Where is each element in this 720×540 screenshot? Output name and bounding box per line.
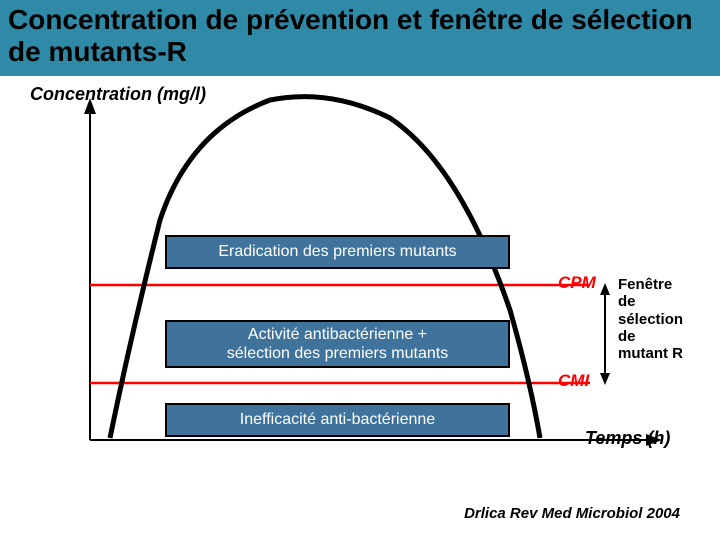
citation: Drlica Rev Med Microbiol 2004 bbox=[464, 505, 680, 522]
zone-ineffective: Inefficacité anti-bactérienne bbox=[165, 403, 510, 437]
axes bbox=[84, 98, 662, 446]
cmi-label: CMI bbox=[558, 371, 589, 391]
title-bar: Concentration de prévention et fenêtre d… bbox=[0, 0, 720, 76]
selection-window-arrow bbox=[600, 283, 610, 385]
y-axis-label: Concentration (mg/l) bbox=[30, 84, 206, 105]
zone-selection: Activité antibactérienne + sélection des… bbox=[165, 320, 510, 368]
zone-ineffective-label: Inefficacité anti-bactérienne bbox=[240, 410, 435, 429]
zone-selection-label: Activité antibactérienne + sélection des… bbox=[227, 325, 448, 363]
chart-area: Concentration (mg/l) Temps (h) Eradicati… bbox=[30, 90, 690, 480]
zone-eradication-label: Eradication des premiers mutants bbox=[218, 242, 456, 261]
zone-eradication: Eradication des premiers mutants bbox=[165, 235, 510, 269]
selection-window-text: Fenêtre de sélection de mutant R bbox=[618, 276, 683, 362]
cpm-label: CPM bbox=[558, 273, 596, 293]
slide-title: Concentration de prévention et fenêtre d… bbox=[8, 4, 712, 68]
x-axis-label: Temps (h) bbox=[585, 428, 670, 449]
